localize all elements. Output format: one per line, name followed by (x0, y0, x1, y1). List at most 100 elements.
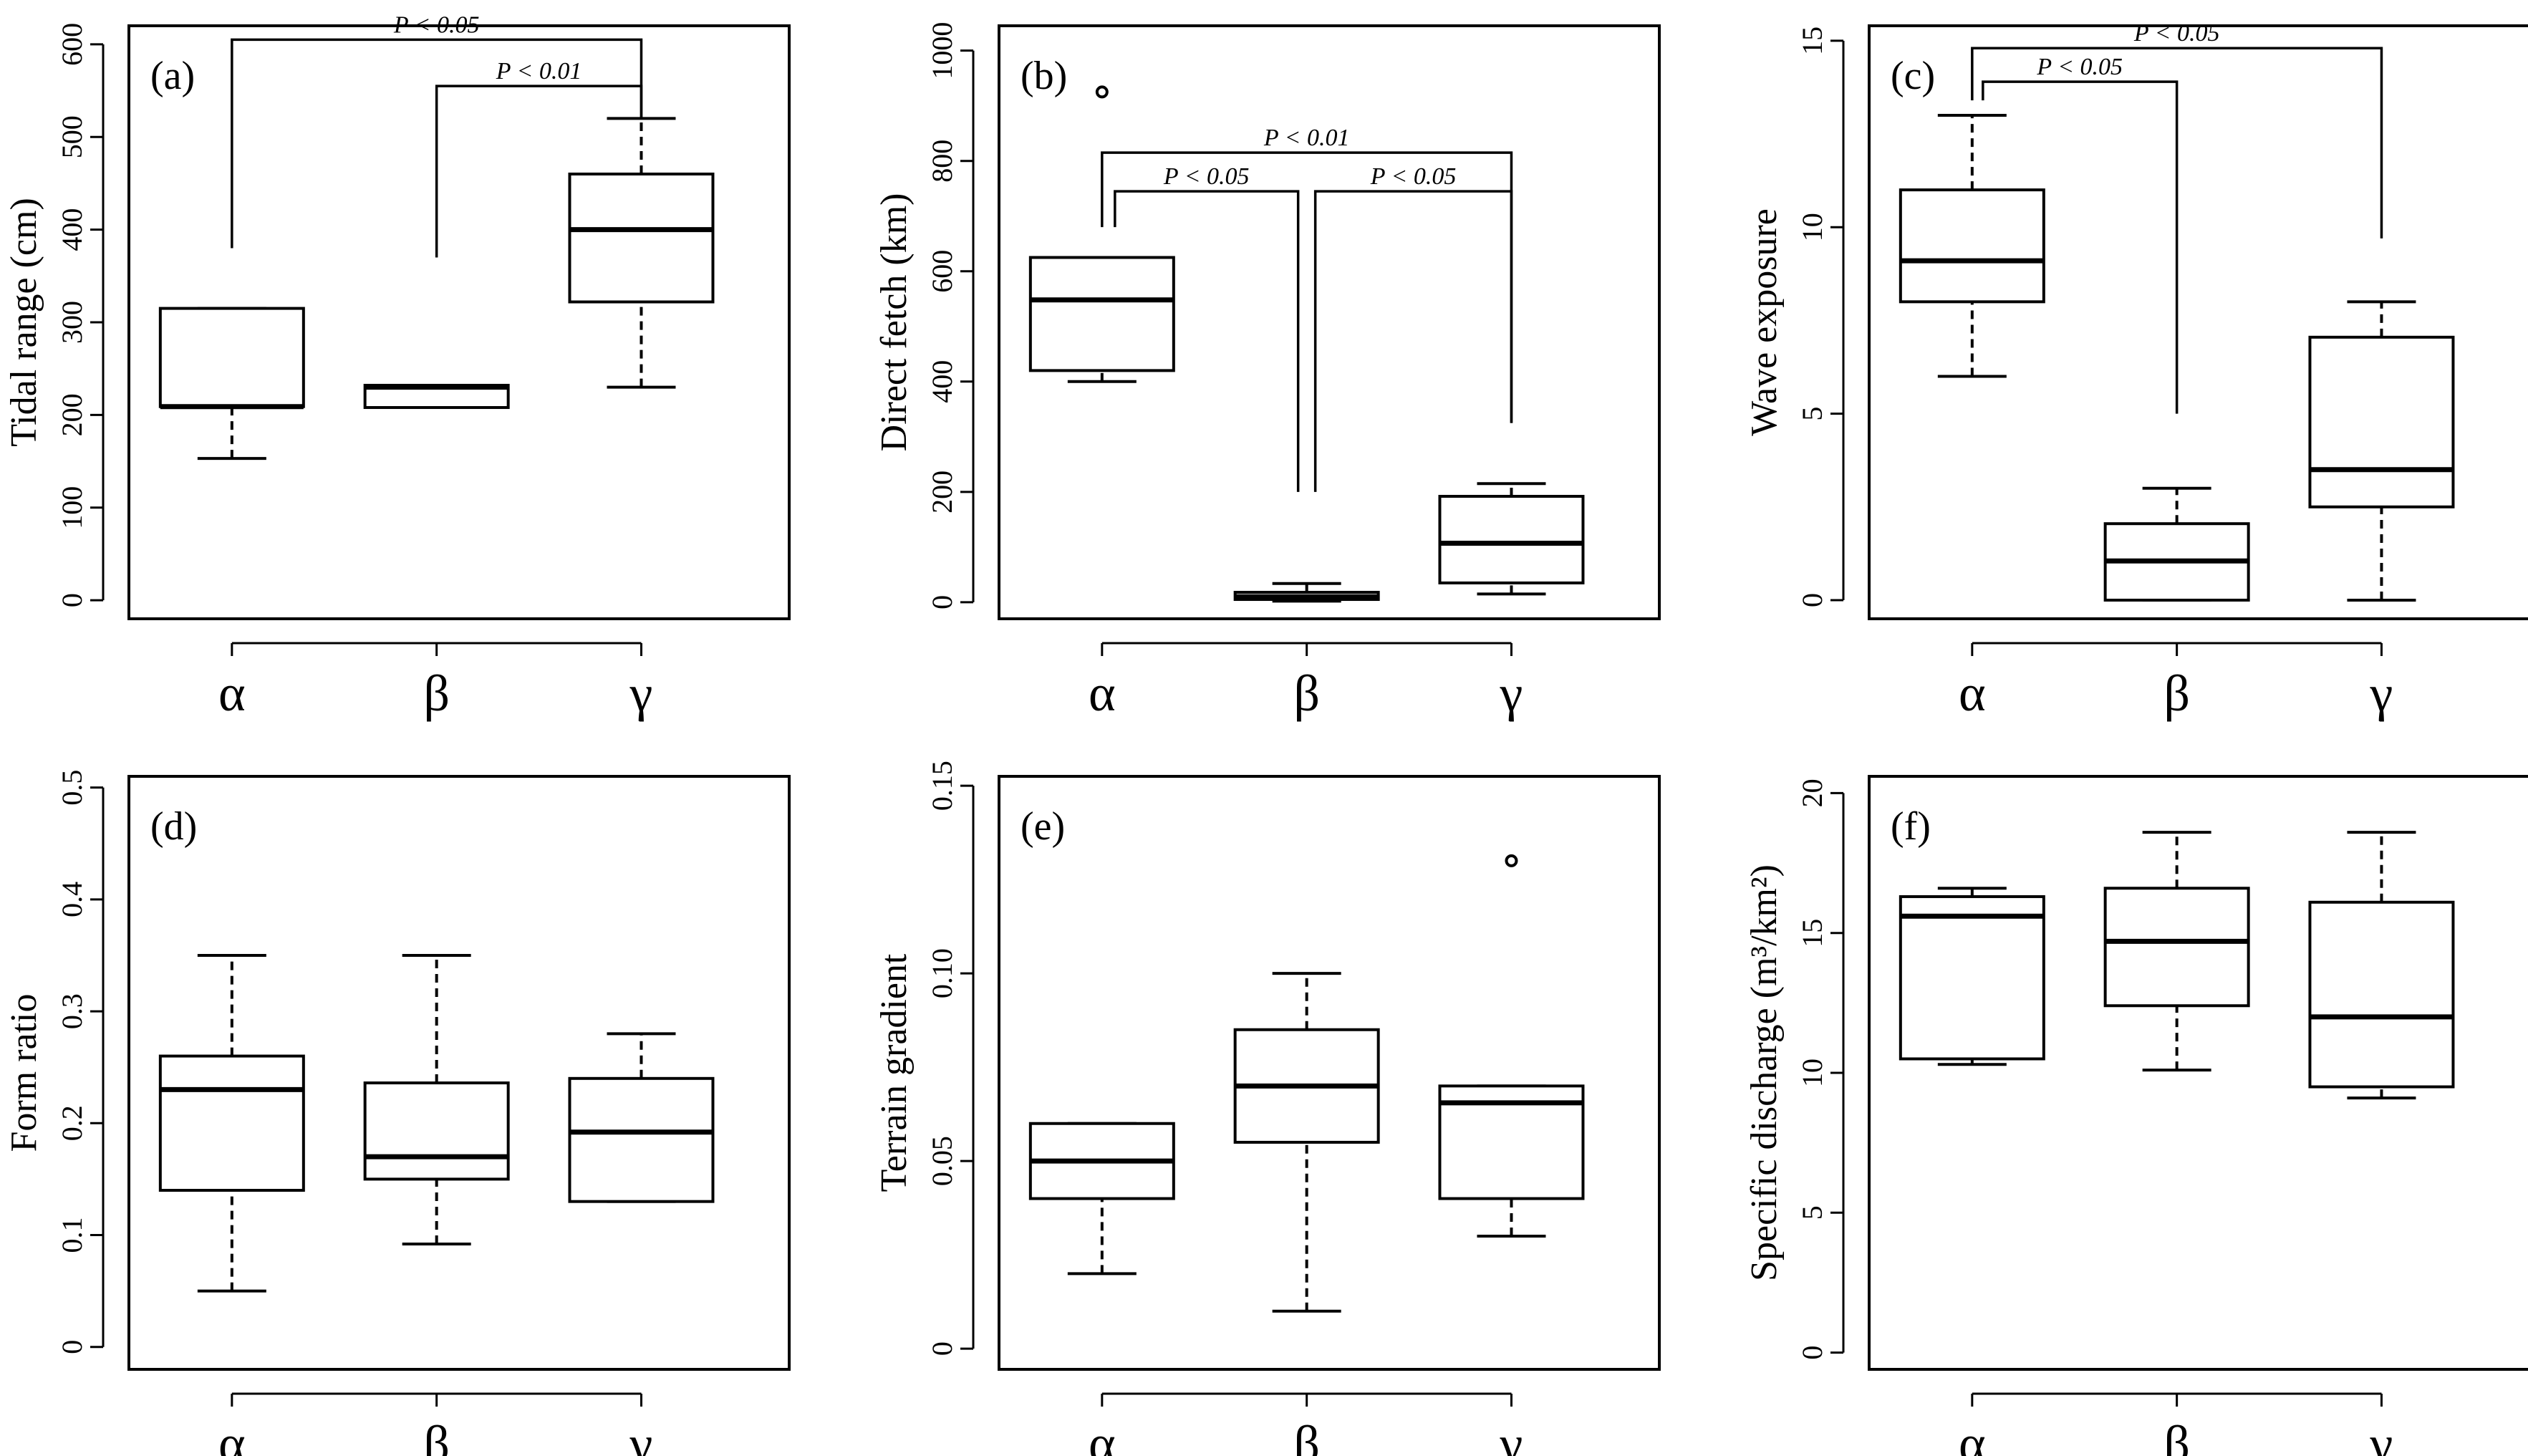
significance-label: P < 0.05 (1370, 163, 1457, 190)
box-2 (2308, 300, 2455, 602)
plot-frame (1868, 775, 2528, 1371)
iqr-box (158, 1054, 305, 1192)
box-1 (1233, 582, 1380, 603)
y-axis-title: Tidal range (cm) (4, 198, 44, 447)
iqr-box (158, 307, 305, 408)
y-tick-label: 200 (56, 393, 88, 436)
x-tick-label: α (1959, 665, 1986, 722)
y-tick-label: 0 (926, 595, 958, 609)
plot-frame (998, 24, 1661, 620)
panel-label: (b) (1021, 54, 1067, 98)
y-tick-label: 20 (1796, 778, 1828, 807)
panel-d: 0 0.1 0.2 0.3 0.4 0.5 Form ratio α β γ (d) (4, 770, 791, 1456)
y-tick-label: 100 (56, 486, 88, 529)
plot-frame (127, 775, 791, 1371)
iqr-box (568, 1076, 715, 1203)
box-1 (2103, 486, 2250, 602)
iqr-box (1438, 495, 1585, 584)
plot-frame (1868, 24, 2528, 620)
box-2 (1438, 482, 1585, 596)
y-tick-label: 600 (926, 250, 958, 293)
box-1 (363, 953, 510, 1246)
panel-label: (f) (1891, 804, 1931, 849)
y-tick-label: 0 (56, 1340, 88, 1354)
y-tick-label: 600 (56, 23, 88, 66)
x-tick-label: α (1089, 665, 1116, 722)
panel-label: (a) (150, 54, 195, 98)
x-tick-label: β (423, 1415, 450, 1456)
panel-label: (d) (150, 804, 197, 849)
y-tick-label: 10 (1796, 213, 1828, 241)
significance-label: P < 0.05 (393, 11, 480, 38)
iqr-box (568, 173, 715, 304)
significance-label: P < 0.05 (1163, 163, 1250, 190)
x-tick-label: α (1089, 1415, 1116, 1456)
box-2 (2308, 831, 2455, 1100)
x-tick-label: γ (2370, 1415, 2393, 1456)
y-tick-label: 0.1 (56, 1218, 88, 1253)
y-tick-label: 0.5 (56, 770, 88, 806)
box-0 (1899, 113, 2045, 378)
x-tick-label: α (218, 1415, 246, 1456)
y-tick-label: 200 (926, 471, 958, 514)
x-tick-label: β (2163, 1415, 2190, 1456)
significance-bracket (1114, 190, 1300, 492)
iqr-box (1899, 188, 2045, 304)
panel-c: 0 5 10 15 Wave exposure α β γ (c) P < 0.05 P < 0.0… (1744, 20, 2528, 722)
y-tick-label: 500 (56, 115, 88, 158)
significance-bracket (435, 85, 643, 258)
y-tick-label: 800 (926, 140, 958, 183)
y-axis-title: Terrain gradient (874, 953, 915, 1192)
y-tick-label: 0.10 (926, 948, 958, 998)
x-tick-label: α (1959, 1415, 1986, 1456)
y-tick-label: 5 (1796, 1205, 1828, 1220)
box-1 (1233, 972, 1380, 1313)
y-tick-label: 1000 (926, 22, 958, 79)
y-tick-label: 0 (56, 593, 88, 607)
box-0 (158, 953, 305, 1293)
iqr-box (2308, 900, 2455, 1089)
box-2 (1438, 854, 1585, 1238)
box-2 (568, 117, 715, 389)
box-0 (1899, 887, 2045, 1066)
x-tick-label: β (1293, 665, 1320, 722)
y-tick-label: 0.15 (926, 761, 958, 811)
significance-label: P < 0.01 (496, 58, 582, 85)
x-tick-label: β (423, 665, 450, 722)
iqr-box (2103, 887, 2250, 1008)
y-axis-title: Wave exposure (1744, 208, 1785, 436)
panel-f: 0 5 10 15 20 Specific discharge (m³/km²) α β γ (f… (1744, 775, 2528, 1456)
x-tick-label: β (2163, 665, 2190, 722)
y-tick-label: 400 (56, 208, 88, 251)
box-2 (568, 1032, 715, 1203)
significance-bracket (1971, 47, 2383, 238)
plot-frame (127, 24, 791, 620)
significance-label: P < 0.01 (1263, 125, 1350, 151)
significance-label: P < 0.05 (2133, 20, 2220, 47)
y-tick-label: 5 (1796, 407, 1828, 421)
box-0 (158, 307, 305, 461)
y-tick-label: 300 (56, 301, 88, 344)
y-axis-title: Direct fetch (km) (874, 193, 915, 452)
iqr-box (2308, 335, 2455, 508)
y-tick-label: 0.4 (56, 882, 88, 917)
box-1 (363, 383, 510, 410)
y-axis-title: Form ratio (4, 994, 44, 1152)
x-tick-label: γ (1500, 1415, 1523, 1456)
y-tick-label: 15 (1796, 919, 1828, 948)
significance-bracket (231, 38, 643, 249)
y-tick-label: 400 (926, 360, 958, 403)
iqr-box (363, 1081, 510, 1181)
y-axis-title: Specific discharge (m³/km²) (1744, 864, 1785, 1281)
y-tick-label: 0 (1796, 593, 1828, 607)
y-tick-label: 0 (926, 1341, 958, 1356)
significance-bracket (1313, 190, 1513, 492)
significance-bracket (1982, 80, 2179, 414)
x-tick-label: γ (1500, 665, 1523, 722)
box-1 (2103, 831, 2250, 1072)
box-0 (1028, 1122, 1175, 1276)
y-tick-label: 10 (1796, 1059, 1828, 1087)
plot-frame (998, 775, 1661, 1371)
iqr-box (1028, 256, 1175, 372)
